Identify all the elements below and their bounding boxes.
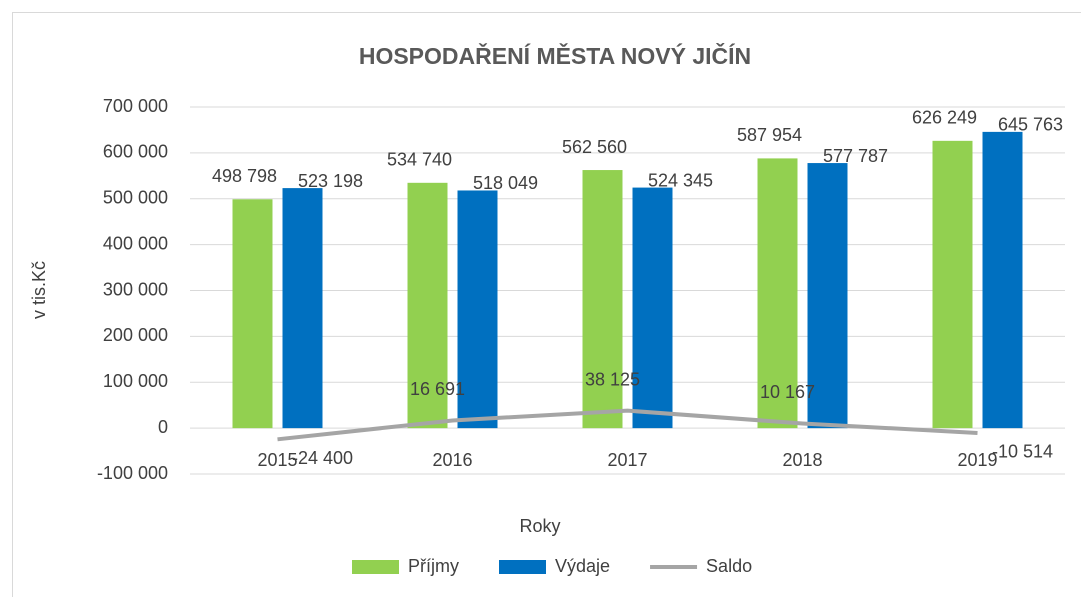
data-label: 523 198 [298,171,363,191]
y-axis-label: v tis.Kč [29,261,49,319]
bar [582,170,623,429]
y-tick-label: 200 000 [103,325,168,345]
bar [932,140,973,429]
y-tick-label: 100 000 [103,371,168,391]
x-tick-label: 2016 [432,450,472,470]
bar [457,190,498,429]
y-tick-label: 500 000 [103,188,168,208]
data-label: 518 049 [473,173,538,193]
x-tick-label: 2017 [607,450,647,470]
legend-label: Saldo [706,556,752,576]
data-label: 577 787 [823,146,888,166]
bar [407,182,448,429]
chart-border [12,12,1081,597]
x-axis-label: Roky [519,516,560,536]
y-tick-label: 600 000 [103,142,168,162]
legend-swatch [352,560,399,574]
line [277,408,978,442]
data-label: 38 125 [585,369,640,389]
legend-label: Příjmy [408,556,459,576]
bar [282,188,323,429]
data-label: 10 167 [760,382,815,402]
data-label: 645 763 [998,115,1063,135]
x-tick-label: 2015 [257,450,297,470]
bar [232,199,273,429]
x-tick-label: 2019 [957,450,997,470]
bar [757,158,798,429]
data-label: -24 400 [292,448,353,468]
bar [807,163,848,429]
chart-title: HOSPODAŘENÍ MĚSTA NOVÝ JIČÍN [359,42,751,69]
data-label: 587 954 [737,125,802,145]
data-label: 562 560 [562,137,627,157]
legend-label: Výdaje [555,556,610,576]
y-tick-label: 400 000 [103,233,168,253]
data-label: 626 249 [912,108,977,128]
data-label: 524 345 [648,170,713,190]
legend-swatch [499,560,546,574]
y-tick-label: 300 000 [103,279,168,299]
bar [982,131,1023,429]
data-label: 534 740 [387,150,452,170]
data-label: 16 691 [410,379,465,399]
x-tick-label: 2018 [782,450,822,470]
y-tick-label: 700 000 [103,96,168,116]
y-tick-label: 0 [158,417,168,437]
data-label: 498 798 [212,166,277,186]
bar [632,187,673,429]
y-tick-label: -100 000 [97,463,168,483]
data-label: -10 514 [992,442,1053,462]
